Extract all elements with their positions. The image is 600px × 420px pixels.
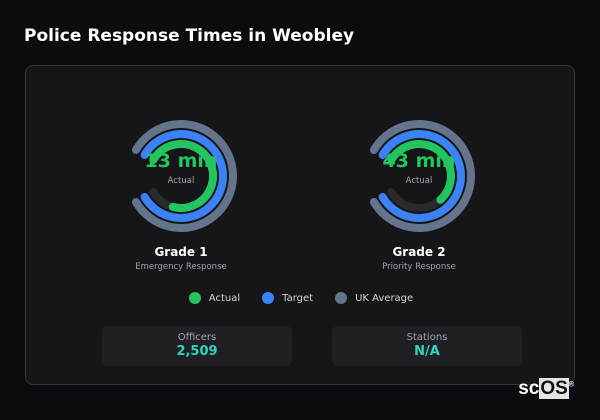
target-ring <box>378 130 465 222</box>
uk-average-ring <box>369 120 475 232</box>
gauge-value: 43 min <box>382 150 456 172</box>
gauge-subtitle: Priority Response <box>382 262 456 272</box>
gauge-subtitle: Emergency Response <box>135 262 227 272</box>
gauge-rings <box>131 120 237 232</box>
uk-average-ring <box>131 120 237 232</box>
legend: Actual Target UK Average <box>26 292 576 304</box>
response-card: 13 min Actual Grade 1 Emergency Response… <box>25 65 575 385</box>
actual-ring <box>387 140 455 204</box>
legend-dot <box>335 292 348 304</box>
gauge-value-label: Actual <box>405 176 433 186</box>
stat-label: Stations <box>406 332 448 343</box>
legend-item-uk-average: UK Average <box>335 292 413 304</box>
stat-officers: Officers 2,509 <box>102 326 292 366</box>
legend-label: Target <box>282 292 314 304</box>
gauge-name: Grade 2 <box>392 245 446 259</box>
gauge-name: Grade 1 <box>154 245 208 259</box>
legend-label: Actual <box>208 292 241 304</box>
legend-label: UK Average <box>355 292 414 304</box>
legend-item-target: Target <box>262 292 313 304</box>
gauge-value-label: Actual <box>167 176 195 186</box>
gauge-rings <box>369 120 475 232</box>
page-title: Police Response Times in Weobley <box>24 26 355 46</box>
gauge-grade-2: 43 min Actual Grade 2 Priority Response <box>349 106 489 272</box>
legend-dot <box>188 292 201 304</box>
target-ring <box>140 130 227 222</box>
actual-ring <box>149 140 217 212</box>
legend-dot <box>262 292 275 304</box>
stat-value: N/A <box>414 344 440 359</box>
gauge-value: 13 min <box>144 150 218 172</box>
legend-item-actual: Actual <box>188 292 241 304</box>
scos-logo: scOS® <box>518 378 574 399</box>
gauge-grade-1: 13 min Actual Grade 1 Emergency Response <box>111 106 251 272</box>
stat-label: Officers <box>177 332 217 343</box>
stat-stations: Stations N/A <box>332 326 522 366</box>
stat-value: 2,509 <box>176 344 218 359</box>
